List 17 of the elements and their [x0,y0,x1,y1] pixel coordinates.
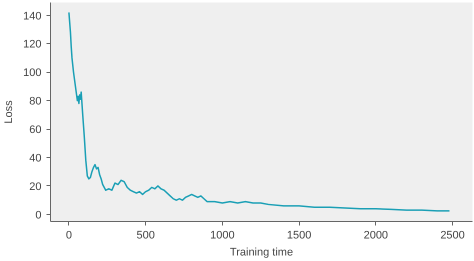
x-tick-label: 500 [136,230,155,242]
y-tick-label: 140 [23,10,42,22]
y-tick-label: 20 [29,180,42,193]
x-tick-label: 2500 [440,230,465,242]
y-tick-label: 80 [29,96,42,108]
x-axis-title: Training time [230,246,294,258]
line-series [68,12,450,212]
y-tick-label: 60 [29,124,42,136]
x-tick-label: 1500 [286,230,312,242]
y-tick-label: 100 [23,67,42,80]
x-tick-label: 2000 [364,230,388,242]
y-tick-label: 120 [23,38,42,51]
y-tick-label: 40 [29,152,42,165]
x-tick-label: 1000 [210,230,235,242]
y-tick-label: 0 [35,209,42,222]
x-tick-label: 0 [66,230,72,242]
y-axis-title: Loss [3,100,16,124]
